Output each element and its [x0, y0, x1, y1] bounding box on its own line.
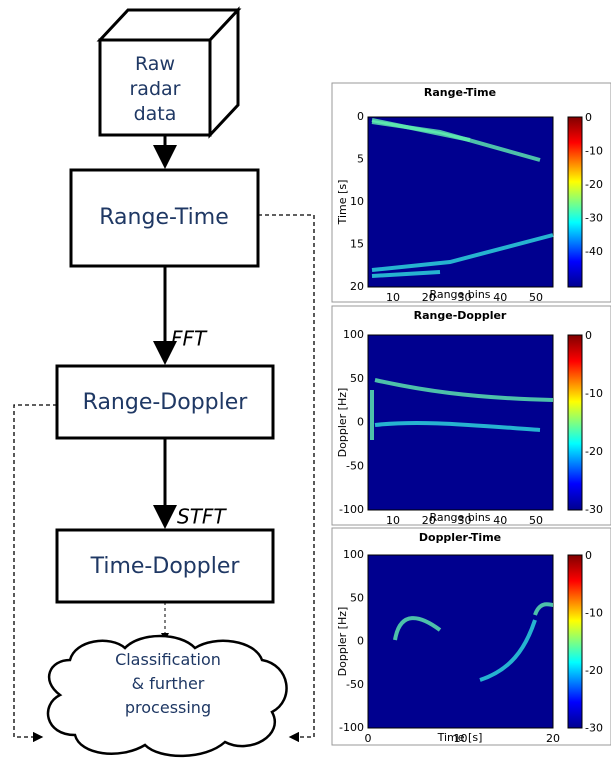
x-tick-label: 50	[529, 291, 543, 304]
x-tick-label: 20	[546, 732, 560, 745]
edge-label: STFT	[177, 505, 227, 529]
heatmap	[367, 554, 554, 729]
colorbar-tick-label: -30	[585, 212, 603, 225]
y-tick-label: -100	[339, 721, 364, 734]
heatmap-feature	[371, 233, 554, 272]
colorbar-tick-label: -20	[585, 664, 603, 677]
y-tick-label: 5	[357, 153, 364, 166]
node-label: Raw radar data	[130, 53, 181, 125]
cloud	[46, 634, 288, 758]
x-axis-label: Time [s]	[437, 731, 483, 744]
panel-title: Range-Doppler	[414, 309, 507, 322]
colorbar-tick-label: -30	[585, 722, 603, 735]
y-tick-label: -50	[346, 459, 364, 472]
x-tick-label: 40	[493, 514, 507, 527]
y-tick-label: 20	[350, 280, 364, 293]
y-tick-label: 0	[357, 110, 364, 123]
y-axis-label: Doppler [Hz]	[336, 388, 349, 458]
x-tick-label: 10	[454, 732, 468, 745]
colorbar-tick-label: 0	[585, 111, 592, 124]
colorbar-tick-label: -20	[585, 445, 603, 458]
colorbar-tick-label: 0	[585, 549, 592, 562]
node-label: Time-Doppler	[90, 554, 241, 579]
heatmap-feature	[371, 270, 441, 278]
x-tick-label: 50	[529, 514, 543, 527]
heatmap-feature	[533, 602, 554, 616]
dashed-links	[13, 214, 315, 743]
colorbar-tick-label: -10	[585, 145, 603, 158]
x-axis-label: Range bins	[429, 511, 490, 524]
colorbar-tick-label: -20	[585, 178, 603, 191]
colorbar-tick-label: 0	[585, 329, 592, 342]
colorbar-tick-label: -40	[585, 245, 603, 258]
cube	[96, 6, 242, 139]
x-tick-label: 20	[422, 291, 436, 304]
y-tick-label: 10	[350, 195, 364, 208]
y-tick-label: 15	[350, 238, 364, 251]
x-tick-label: 30	[458, 291, 472, 304]
y-tick-label: -100	[339, 503, 364, 516]
heatmap-feature	[393, 616, 442, 641]
heatmap-feature	[479, 619, 537, 682]
x-tick-label: 10	[386, 291, 400, 304]
y-axis-label: Time [s]	[336, 180, 349, 226]
x-tick-label: 40	[493, 291, 507, 304]
edge-label: FFT	[171, 327, 208, 351]
colorbar	[567, 334, 583, 511]
boxes	[55, 168, 275, 604]
y-tick-label: 0	[357, 635, 364, 648]
y-tick-label: 100	[343, 328, 364, 341]
heatmap	[367, 116, 554, 288]
y-tick-label: 50	[350, 591, 364, 604]
y-tick-label: -50	[346, 678, 364, 691]
colorbar-tick-label: -30	[585, 503, 603, 516]
y-tick-label: 100	[343, 548, 364, 561]
y-tick-label: 50	[350, 372, 364, 385]
node-label: Range-Doppler	[83, 390, 249, 415]
heatmap-feature	[374, 378, 554, 402]
panel-title: Range-Time	[424, 86, 496, 99]
colorbar-tick-label: -10	[585, 387, 603, 400]
x-tick-label: 10	[386, 514, 400, 527]
node-label: Classification & further processing	[115, 650, 221, 717]
colorbar	[567, 554, 583, 729]
x-axis-label: Range bins	[429, 288, 490, 301]
panel-title: Doppler-Time	[419, 531, 501, 544]
heatmap-feature	[371, 118, 471, 142]
heatmap-feature	[374, 420, 541, 432]
colorbar	[567, 116, 583, 288]
x-tick-label: 0	[365, 732, 372, 745]
colorbar-tick-label: -10	[585, 607, 603, 620]
y-tick-label: 0	[357, 416, 364, 429]
x-tick-label: 20	[422, 514, 436, 527]
y-axis-label: Doppler [Hz]	[336, 607, 349, 677]
node-label: Range-Time	[99, 205, 229, 230]
x-tick-label: 30	[458, 514, 472, 527]
